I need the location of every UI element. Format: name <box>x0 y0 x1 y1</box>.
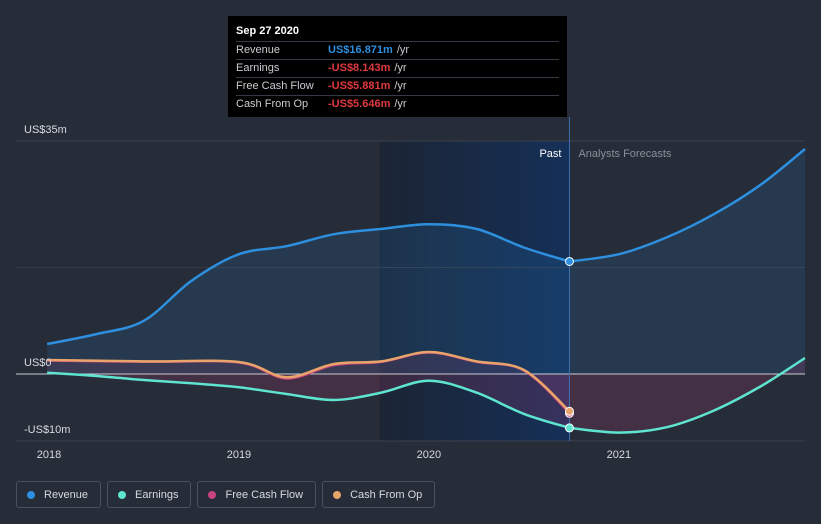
x-tick-label: 2018 <box>37 449 61 461</box>
earnings-line <box>47 371 570 430</box>
tooltip-label: Earnings <box>236 62 280 74</box>
cash-from-op-marker <box>564 406 574 416</box>
revenue-forecast-line <box>569 148 806 263</box>
x-tick-label: 2020 <box>417 449 441 461</box>
tooltip-row-free-cash-flow: Free Cash Flow -US$5.881m /yr <box>236 77 559 95</box>
legend-dot-icon <box>27 490 35 499</box>
tooltip-row-earnings: Earnings -US$8.143m /yr <box>236 59 559 77</box>
tooltip-value: -US$5.646m <box>328 98 391 110</box>
x-tick-label: 2021 <box>607 449 631 461</box>
earnings-area <box>47 358 806 433</box>
legend-label: Revenue <box>44 488 89 501</box>
legend-item-earnings[interactable]: Earnings <box>107 481 192 508</box>
tooltip-label: Revenue <box>236 44 281 56</box>
y-axis-label: -US$10m <box>24 424 70 436</box>
earnings-marker <box>564 423 574 433</box>
tooltip-value: US$16.871m <box>328 44 393 56</box>
tooltip-value: -US$5.881m <box>328 80 391 92</box>
tooltip-value: -US$8.143m <box>328 62 391 74</box>
legend-item-revenue[interactable]: Revenue <box>16 481 102 508</box>
legend-label: Cash From Op <box>350 488 423 501</box>
legend-label: Free Cash Flow <box>225 488 304 501</box>
revenue-area <box>47 149 806 374</box>
legend-dot-icon <box>333 490 342 499</box>
x-tick-label: 2019 <box>227 449 251 461</box>
revenue-line <box>46 222 570 346</box>
legend-label: Earnings <box>135 488 179 501</box>
tooltip-label: Cash From Op <box>236 98 309 110</box>
legend-dot-icon <box>208 490 217 499</box>
earnings-forecast-line <box>569 356 806 434</box>
tooltip-date: Sep 27 2020 <box>236 25 299 37</box>
forecast-label: Analysts Forecasts <box>578 148 671 160</box>
tooltip-label: Free Cash Flow <box>236 80 314 92</box>
cash-flow-area <box>47 352 570 412</box>
tooltip-row-cash-from-op: Cash From Op -US$5.646m /yr <box>236 95 559 113</box>
y-axis-label: US$0 <box>24 357 52 369</box>
legend-item-cash-from-op[interactable]: Cash From Op <box>322 481 436 508</box>
tooltip-unit: /yr <box>396 44 410 56</box>
revenue-marker <box>564 256 574 266</box>
tooltip-unit: /yr <box>394 80 407 92</box>
legend-dot-icon <box>118 490 127 499</box>
tooltip-unit: /yr <box>394 62 407 74</box>
cash-from-op-line <box>47 350 571 413</box>
legend-item-free-cash-flow[interactable]: Free Cash Flow <box>197 481 317 508</box>
tooltip-unit: /yr <box>394 98 407 110</box>
y-axis-label: US$35m <box>24 124 67 136</box>
data-tooltip: Sep 27 2020 Revenue US$16.871m /yr Earni… <box>228 16 567 117</box>
chart-legend: Revenue Earnings Free Cash Flow Cash Fro… <box>16 481 436 508</box>
tooltip-row-revenue: Revenue US$16.871m /yr <box>236 41 559 59</box>
past-label: Past <box>539 148 561 160</box>
